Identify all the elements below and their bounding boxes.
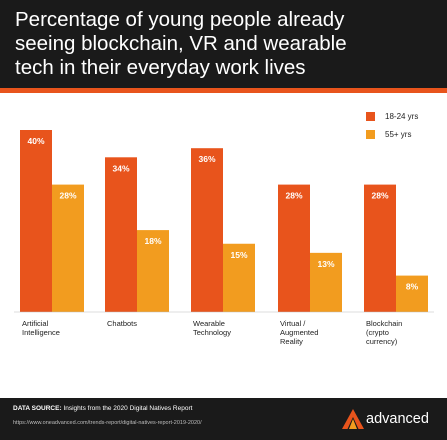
bar-wearable-technology-18-24-yrs xyxy=(191,148,223,312)
data-label-blockchain-crypto-currency-55-yrs: 8% xyxy=(406,282,419,292)
brand-logo: advanced xyxy=(342,409,429,429)
legend-item-55-plus: 55+ yrs xyxy=(366,130,411,139)
category-label-blockchain-crypto-currency: Blockchain (crypto currency) xyxy=(366,319,402,346)
legend-label-55-plus: 55+ yrs xyxy=(385,130,412,139)
bar-blockchain-crypto-currency-18-24-yrs xyxy=(364,184,396,312)
advanced-logo-icon xyxy=(342,409,364,429)
data-label-artificial-intelligence-55-yrs: 28% xyxy=(59,191,76,201)
category-label-virtual-augmented-reality: Virtual / Augmented Reality xyxy=(280,319,318,346)
bar-blockchain-crypto-currency-55-yrs xyxy=(396,275,428,312)
bar-chatbots-18-24-yrs xyxy=(105,157,137,312)
legend-swatch-18-24 xyxy=(366,112,375,121)
data-label-chatbots-18-24-yrs: 34% xyxy=(112,163,129,173)
category-label-chatbots: Chatbots xyxy=(107,319,137,328)
page-title: Percentage of young people already seein… xyxy=(15,8,347,79)
category-label-wearable-technology: Wearable Technology xyxy=(193,319,231,337)
footer: DATA SOURCE: Insights from the 2020 Digi… xyxy=(0,398,447,440)
bar-virtual-augmented-reality-55-yrs xyxy=(310,252,342,312)
category-label-artificial-intelligence: Artificial Intelligence xyxy=(22,319,60,337)
data-source-label: DATA SOURCE: xyxy=(13,405,62,412)
data-label-artificial-intelligence-18-24-yrs: 40% xyxy=(27,136,44,146)
data-label-wearable-technology-55-yrs: 15% xyxy=(230,250,247,260)
data-label-virtual-augmented-reality-18-24-yrs: 28% xyxy=(285,191,302,201)
source-url[interactable]: https://www.oneadvanced.com/trends-repor… xyxy=(13,420,202,426)
bar-chart: 40% 28% Artificial Intelligence 34% 18% Chatbo… xyxy=(14,130,434,346)
legend-label-18-24: 18-24 yrs xyxy=(385,112,419,121)
data-label-blockchain-crypto-currency-18-24-yrs: 28% xyxy=(371,191,388,201)
bar-virtual-augmented-reality-18-24-yrs xyxy=(278,184,310,312)
bar-artificial-intelligence-18-24-yrs xyxy=(20,130,52,312)
accent-bar xyxy=(0,88,447,93)
data-label-wearable-technology-18-24-yrs: 36% xyxy=(198,154,215,164)
data-source: DATA SOURCE: Insights from the 2020 Digi… xyxy=(13,405,192,412)
legend-swatch-55-plus xyxy=(366,130,375,139)
bar-wearable-technology-55-yrs xyxy=(223,243,255,312)
data-label-virtual-augmented-reality-55-yrs: 13% xyxy=(317,259,334,269)
bar-chatbots-55-yrs xyxy=(137,230,169,312)
data-source-text: Insights from the 2020 Digital Natives R… xyxy=(61,405,193,412)
legend-item-18-24: 18-24 yrs xyxy=(366,112,418,121)
header: Percentage of young people already seein… xyxy=(0,0,447,90)
brand-name: advanced xyxy=(366,411,429,427)
data-label-chatbots-55-yrs: 18% xyxy=(144,236,161,246)
bar-artificial-intelligence-55-yrs xyxy=(52,184,84,312)
